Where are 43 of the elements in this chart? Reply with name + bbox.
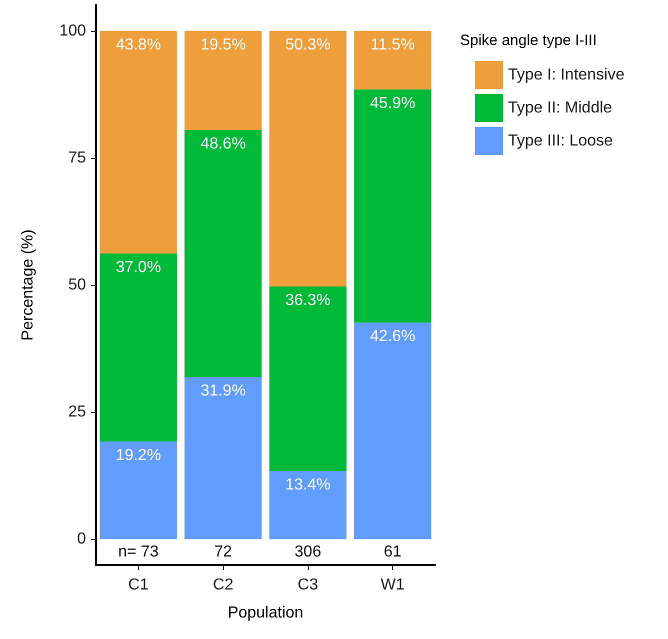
data-label: 19.5% (200, 36, 246, 54)
bar (354, 322, 432, 540)
y-tick-label: 100 (59, 22, 86, 40)
y-tick-label: 0 (77, 530, 86, 548)
bar (184, 130, 262, 377)
data-label: 36.3% (285, 292, 331, 310)
y-axis-title: Percentage (%) (20, 229, 36, 341)
data-label: 19.2% (116, 447, 162, 464)
bar (269, 30, 346, 287)
y-tick-label: 50 (68, 276, 86, 294)
data-label: 31.9% (200, 382, 246, 400)
bar (184, 30, 262, 130)
annotation: 306 (294, 544, 322, 561)
annotation: 61 (384, 544, 402, 561)
x-tick-label: C2 (212, 576, 234, 594)
bar (100, 253, 177, 442)
data-label: 48.6% (200, 136, 246, 153)
data-label: 11.5% (370, 36, 415, 54)
data-label: 13.4% (285, 476, 331, 494)
bar (100, 30, 177, 254)
x-axis-title: Population (228, 604, 304, 622)
annotation: n= 73 (118, 544, 159, 561)
legend-label: Type III: Loose (508, 132, 614, 150)
data-label: 43.8% (116, 36, 162, 54)
bar (269, 470, 346, 540)
y-tick-label: 25 (68, 404, 86, 421)
bar (354, 30, 432, 90)
data-label: 45.9% (370, 94, 416, 112)
bar (354, 89, 432, 323)
x-tick-label: C3 (298, 576, 318, 594)
legend-title: Spike angle type I-III (460, 32, 597, 49)
bar (269, 286, 346, 471)
legend-label: Type II: Middle (508, 100, 612, 116)
x-tick-label: C1 (128, 576, 149, 594)
legend-label: Type I: Intensive (508, 66, 625, 84)
bar (100, 442, 177, 540)
bar (184, 376, 262, 540)
y-tick-label: 75 (68, 149, 86, 166)
data-label: 37.0% (116, 258, 162, 276)
x-tick-label: W1 (380, 576, 405, 594)
data-label: 42.6% (370, 328, 416, 346)
annotation: 72 (214, 544, 232, 561)
data-label: 50.3% (285, 36, 331, 54)
